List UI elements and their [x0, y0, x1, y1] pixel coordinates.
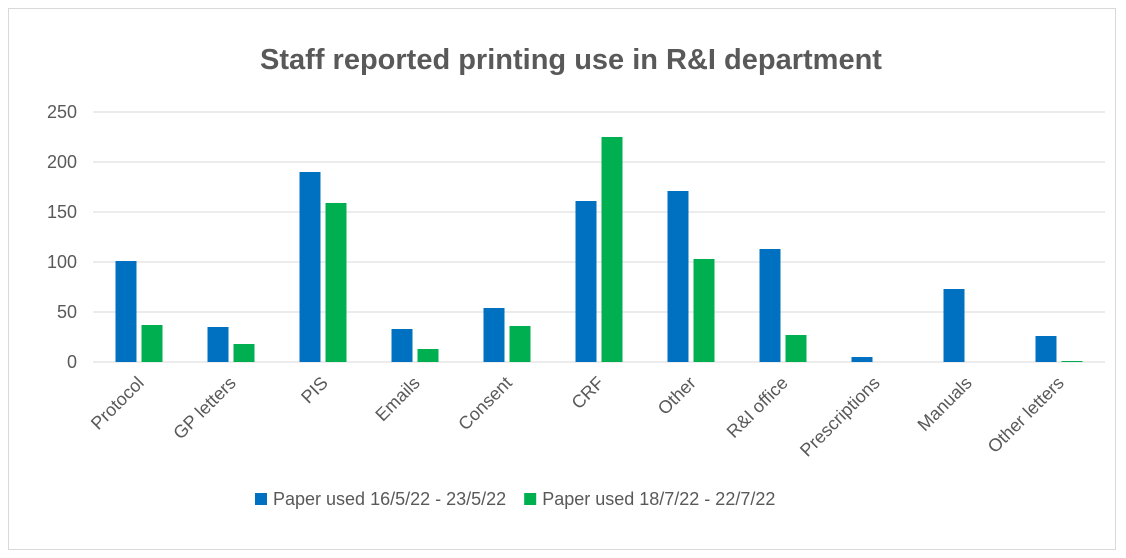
chart-svg: Staff reported printing use in R&I depar… — [47, 44, 1105, 509]
bar — [1035, 336, 1057, 362]
legend-label: Paper used 18/7/22 - 22/7/22 — [542, 489, 775, 509]
y-tick-label: 250 — [47, 102, 77, 122]
bar — [575, 201, 597, 362]
bar — [785, 335, 807, 362]
legend-label: Paper used 16/5/22 - 23/5/22 — [273, 489, 506, 509]
legend-swatch — [524, 493, 537, 505]
bar — [207, 327, 229, 362]
x-tick-label: R&I office — [723, 373, 792, 442]
bars — [115, 137, 1083, 362]
y-tick-label: 0 — [67, 352, 77, 372]
bar — [115, 261, 137, 362]
x-tick-label: Other — [654, 373, 700, 419]
y-axis-ticks: 0 50 100 150 200 250 — [47, 102, 77, 372]
legend: Paper used 16/5/22 - 23/5/22 Paper used 1… — [255, 489, 775, 509]
bar — [391, 329, 413, 362]
chart-frame: Staff reported printing use in R&I depar… — [8, 8, 1116, 550]
x-tick-label: CRF — [568, 373, 608, 413]
x-tick-label: Other letters — [984, 373, 1068, 457]
x-tick-label: Emails — [371, 373, 423, 425]
x-tick-label: Manuals — [914, 373, 976, 435]
y-tick-label: 200 — [47, 152, 77, 172]
bar — [325, 203, 347, 362]
bar — [483, 308, 505, 362]
bar — [141, 325, 163, 362]
y-tick-label: 150 — [47, 202, 77, 222]
x-tick-label: PIS — [297, 373, 332, 408]
bar — [943, 289, 965, 362]
bar — [509, 326, 531, 362]
gridlines — [93, 111, 1105, 363]
bar — [667, 191, 689, 362]
bar — [759, 249, 781, 362]
x-tick-label: Prescriptions — [796, 373, 884, 461]
y-tick-label: 100 — [47, 252, 77, 272]
bar — [1061, 361, 1083, 362]
bar — [601, 137, 623, 362]
bar — [693, 259, 715, 362]
legend-swatch — [255, 493, 267, 505]
bar — [233, 344, 255, 362]
bar — [417, 349, 439, 362]
x-tick-label: Consent — [454, 373, 516, 435]
bar — [851, 357, 873, 362]
x-tick-label: Protocol — [87, 373, 148, 434]
x-axis-ticks: Protocol GP letters PIS Emails Consent CRF Oth… — [87, 373, 1068, 461]
y-tick-label: 50 — [57, 302, 77, 322]
bar — [299, 172, 321, 362]
x-tick-label: GP letters — [169, 373, 240, 444]
chart-title: Staff reported printing use in R&I depar… — [260, 44, 882, 76]
